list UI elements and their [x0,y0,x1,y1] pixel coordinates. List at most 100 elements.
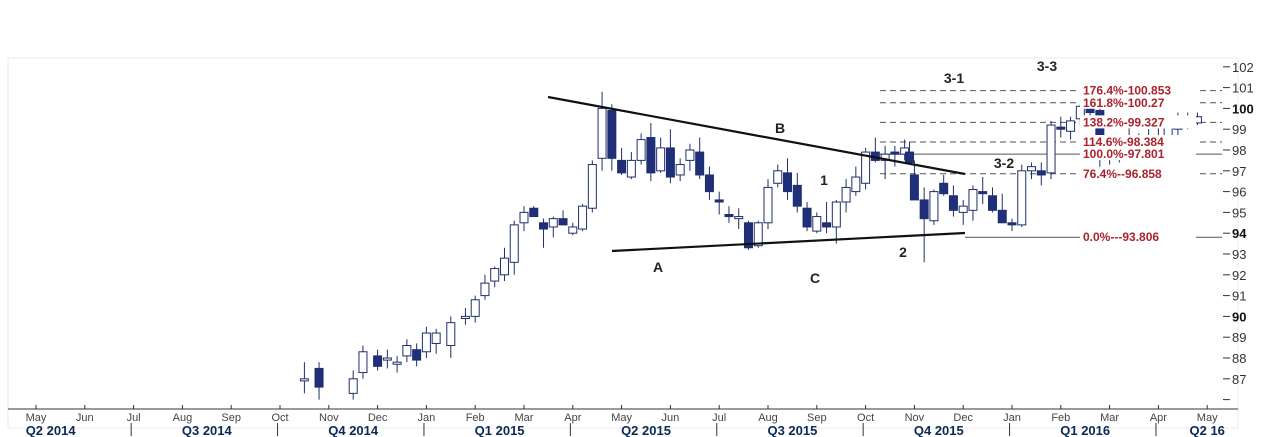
candle-body [470,299,480,317]
candle-body [905,151,915,163]
fib-label: 76.4%--96.858 [1083,167,1162,181]
fib-label: 100.0%-97.801 [1083,147,1165,161]
month-label: Aug [758,412,778,424]
candle-body [421,332,431,353]
candle-body [919,199,929,220]
candle-body [1056,126,1066,130]
month-label: Apr [1150,412,1167,424]
y-axis: 87 88 89 90 91 92 93 94 95 96 97 98 99 100 101 102 [1223,60,1254,401]
candle-body [978,191,988,195]
candles [299,91,1202,400]
candle-body [831,201,841,228]
y-tick-label: 96 [1232,185,1246,200]
candle-body [929,191,939,222]
candle-body [617,159,627,174]
month-label: Sep [221,412,241,424]
plot-frame [7,57,1239,429]
wave-label: 3-3 [1037,58,1057,74]
month-label: Jun [76,412,94,424]
candle-body [900,147,910,155]
candle-body [802,207,812,228]
candle-body [656,147,666,172]
y-tick-label: 101 [1232,81,1254,96]
candle-body [1017,170,1027,226]
candle-body [851,176,861,193]
candle-body [402,345,412,357]
candle-body [861,151,871,184]
wave-label: A [653,259,663,275]
fib-label: 161.8%-100.27 [1083,96,1165,110]
month-label: May [611,412,632,424]
candle-body [909,174,919,201]
fib-label: 176.4%-100.853 [1083,84,1171,98]
month-label: Apr [564,412,581,424]
candle-body [314,367,324,388]
candle-body [568,226,578,234]
month-label: Feb [466,412,485,424]
candle-body [792,184,802,207]
month-label: Jul [127,412,141,424]
lower-trendline [611,231,966,253]
y-tick-label: 98 [1232,143,1246,158]
candle-body [675,164,685,176]
fib-label-bg [1080,115,1196,129]
candle-body [968,189,978,211]
y-tick-label: 89 [1232,330,1246,345]
candle-body [392,361,402,365]
candle-body [499,257,509,276]
y-tick-label: 99 [1232,122,1246,137]
quarter-label: Q3 2014 [182,423,233,437]
candle-body [519,211,529,224]
month-label: Jan [418,412,436,424]
y-tick-label: 93 [1232,247,1246,262]
candle-body [299,378,309,382]
candle-body [704,174,714,193]
quarter-label: Q3 2015 [767,423,817,437]
y-tick-label: 94 [1232,226,1247,241]
month-label: Sep [807,412,827,424]
fib-label-bg [1080,95,1196,109]
fib-label-bg [1080,230,1196,244]
month-label: Oct [857,412,874,424]
y-tick-label: 97 [1232,164,1246,179]
candle-body [626,159,636,178]
candle-body [548,218,558,228]
candle-body [841,186,851,203]
month-label: Oct [271,412,288,424]
candle-body [460,315,470,319]
candle-body [587,164,597,209]
y-tick-label: 91 [1232,289,1246,304]
candle-body [714,199,724,203]
trendlines [547,95,966,253]
candle-body [358,351,368,374]
wave-label: 2 [899,244,907,260]
candle-body [812,216,822,232]
month-label: Jul [712,412,726,424]
fib-label-bg [1080,166,1196,180]
wave-label: 1 [820,172,828,188]
month-label: Feb [1051,412,1070,424]
month-label: Jan [1003,412,1021,424]
y-tick-label: 95 [1232,205,1246,220]
candle-body [578,205,588,230]
candle-body [665,147,675,178]
wave-labels: A B C 1 2 3-1 3-2 3-3 [653,58,1057,286]
candle-body [490,268,500,282]
candle-body [1007,222,1017,226]
wave-label: C [810,270,820,286]
candle-body [431,332,441,344]
y-tick-label: 102 [1232,60,1254,75]
candle-body [939,182,949,195]
y-tick-label: 100 [1232,101,1254,116]
candle-body [348,378,358,394]
wave-label: 3-1 [944,70,964,86]
candle-body [783,172,793,193]
candle-body [685,149,695,161]
quarter-label: Q2 2014 [26,423,77,437]
quarter-label: Q4 2014 [328,423,379,437]
candle-body [822,222,832,228]
candle-body [958,205,968,213]
month-label: Dec [953,412,973,424]
candle-body [529,207,539,218]
